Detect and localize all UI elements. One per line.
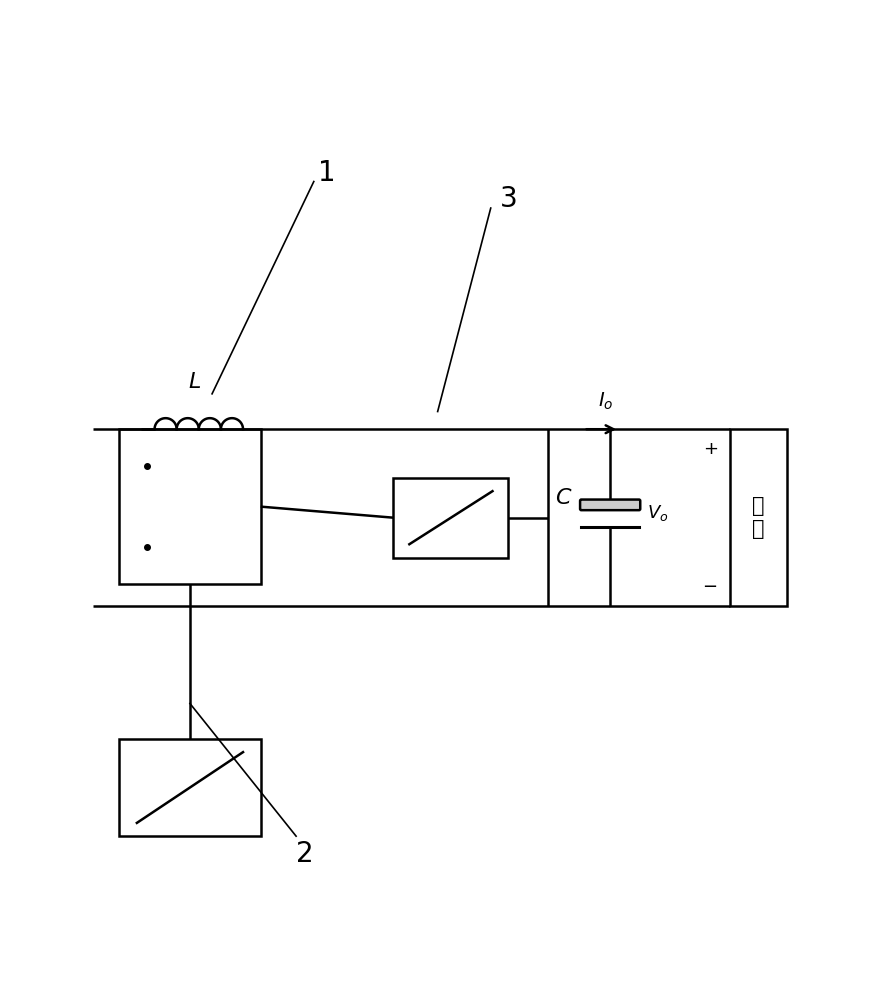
- Text: 负
载: 负 载: [752, 496, 764, 539]
- Text: 3: 3: [499, 185, 517, 213]
- Text: 1: 1: [318, 159, 336, 187]
- Text: +: +: [703, 440, 718, 458]
- Text: 2: 2: [296, 840, 313, 868]
- FancyBboxPatch shape: [580, 500, 640, 510]
- Bar: [394, 478, 508, 558]
- Text: $I_o$: $I_o$: [598, 390, 613, 412]
- Bar: [119, 429, 261, 584]
- Text: $C$: $C$: [555, 488, 573, 508]
- Text: $L$: $L$: [188, 372, 201, 392]
- Text: −: −: [703, 578, 718, 596]
- Bar: [730, 429, 787, 606]
- Text: $V_o$: $V_o$: [647, 503, 669, 523]
- Bar: [119, 739, 261, 836]
